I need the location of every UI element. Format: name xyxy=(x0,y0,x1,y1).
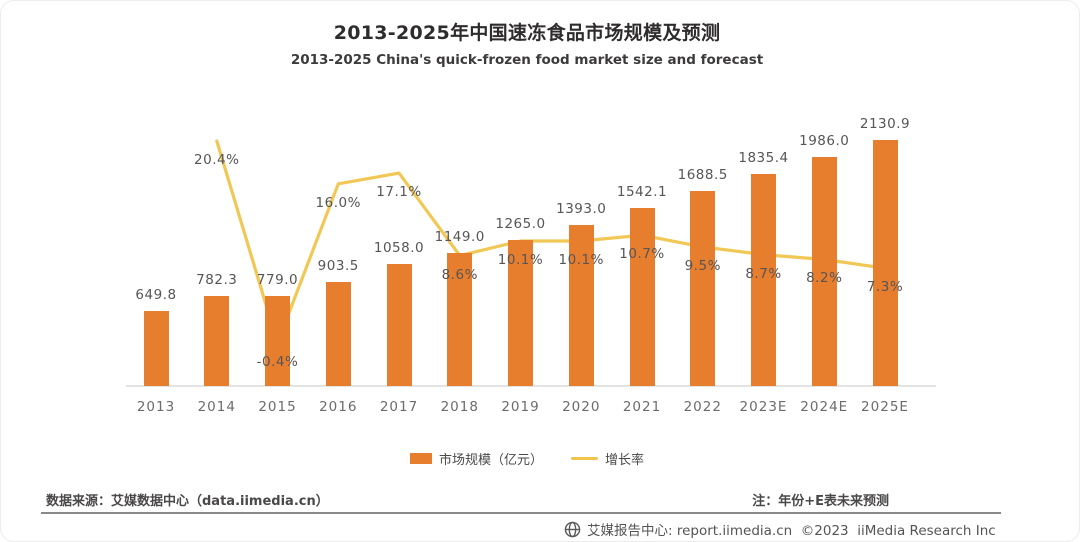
footer-divider xyxy=(41,512,1001,514)
bar-2021 xyxy=(629,207,655,386)
growth-rate-label: 17.1% xyxy=(376,184,422,201)
growth-rate-label: 9.5% xyxy=(684,257,721,274)
bar-value-label: 1688.5 xyxy=(677,167,728,184)
x-axis-label-2017: 2017 xyxy=(379,399,419,415)
growth-rate-label: 8.2% xyxy=(806,270,843,287)
legend-item-market-size: 市场规模（亿元） xyxy=(409,449,543,468)
x-axis-line xyxy=(126,385,936,387)
growth-rate-label: 8.6% xyxy=(441,266,478,283)
x-axis-label-2025E: 2025E xyxy=(861,399,909,415)
bar-value-label: 1542.1 xyxy=(616,183,668,200)
x-axis-label-2016: 2016 xyxy=(319,399,358,415)
bar-2014 xyxy=(204,295,230,386)
line-legend-swatch xyxy=(571,457,598,460)
bar-value-label: 2130.9 xyxy=(859,116,911,132)
forecast-note: 注：年份+E表未来预测 xyxy=(752,494,889,509)
x-axis-label-2015: 2015 xyxy=(258,399,297,415)
growth-rate-label: 7.3% xyxy=(866,279,904,296)
bar-value-label: 1835.4 xyxy=(738,150,789,167)
growth-rate-label: 10.7% xyxy=(619,246,665,263)
bar-2019 xyxy=(508,239,533,386)
x-axis-label-2019: 2019 xyxy=(501,399,540,415)
bar-value-label: 1058.0 xyxy=(373,239,425,256)
bar-2013 xyxy=(143,310,169,386)
x-axis-label-2018: 2018 xyxy=(440,399,479,415)
legend: 市场规模（亿元） 增长率 xyxy=(1,449,1053,468)
growth-rate-label: 10.1% xyxy=(497,252,544,269)
x-axis-label-2014: 2014 xyxy=(197,399,236,415)
growth-rate-label: -0.4% xyxy=(256,354,299,370)
x-axis-label-2021: 2021 xyxy=(622,399,662,415)
bar-value-label: 649.8 xyxy=(135,286,177,303)
growth-line-path xyxy=(215,139,887,345)
bar-2023E xyxy=(751,174,776,386)
x-axis-label-2024E: 2024E xyxy=(800,399,849,415)
growth-rate-label: 10.1% xyxy=(558,252,604,269)
branding-text: 艾媒报告中心: report.iimedia.cn ©2023 iiMedia … xyxy=(587,523,996,539)
bar-2020 xyxy=(568,225,594,386)
legend-item-growth-rate: 增长率 xyxy=(571,449,644,468)
bar-2024E xyxy=(811,156,837,386)
x-axis-label-2020: 2020 xyxy=(562,399,601,415)
bar-value-label: 903.5 xyxy=(317,257,359,274)
growth-rate-label: 20.4% xyxy=(194,152,240,169)
x-axis-label-2022: 2022 xyxy=(683,399,722,415)
chart-subtitle: 2013-2025 China's quick-frozen food mark… xyxy=(290,52,764,68)
bar-2016 xyxy=(325,281,351,386)
legend-line-label: 增长率 xyxy=(605,453,645,468)
bar-value-label: 1265.0 xyxy=(495,215,546,232)
bar-2018 xyxy=(447,253,473,386)
x-axis-label-2023E: 2023E xyxy=(739,399,788,415)
bar-2015 xyxy=(265,296,290,386)
bar-value-label: 1393.0 xyxy=(556,201,607,218)
bar-value-label: 1986.0 xyxy=(799,132,850,149)
growth-rate-label: 8.7% xyxy=(745,265,782,282)
bar-value-label: 779.0 xyxy=(256,272,299,289)
bar-2017 xyxy=(386,263,412,386)
x-axis-label-2013: 2013 xyxy=(136,399,176,415)
footer-branding: 艾媒报告中心: report.iimedia.cn ©2023 iiMedia … xyxy=(564,519,996,539)
bar-value-label: 782.3 xyxy=(196,271,238,288)
data-source-note: 数据来源：艾媒数据中心（data.iimedia.cn） xyxy=(46,494,329,509)
bar-legend-swatch xyxy=(409,453,432,464)
growth-rate-label: 16.0% xyxy=(315,194,361,211)
globe-icon xyxy=(564,521,581,537)
chart-title: 2013-2025年中国速冻食品市场规模及预测 xyxy=(333,22,721,44)
legend-bar-label: 市场规模（亿元） xyxy=(438,453,543,468)
bar-2022 xyxy=(690,191,716,386)
bar-value-label: 1149.0 xyxy=(434,229,485,246)
bar-2025E xyxy=(872,140,898,386)
